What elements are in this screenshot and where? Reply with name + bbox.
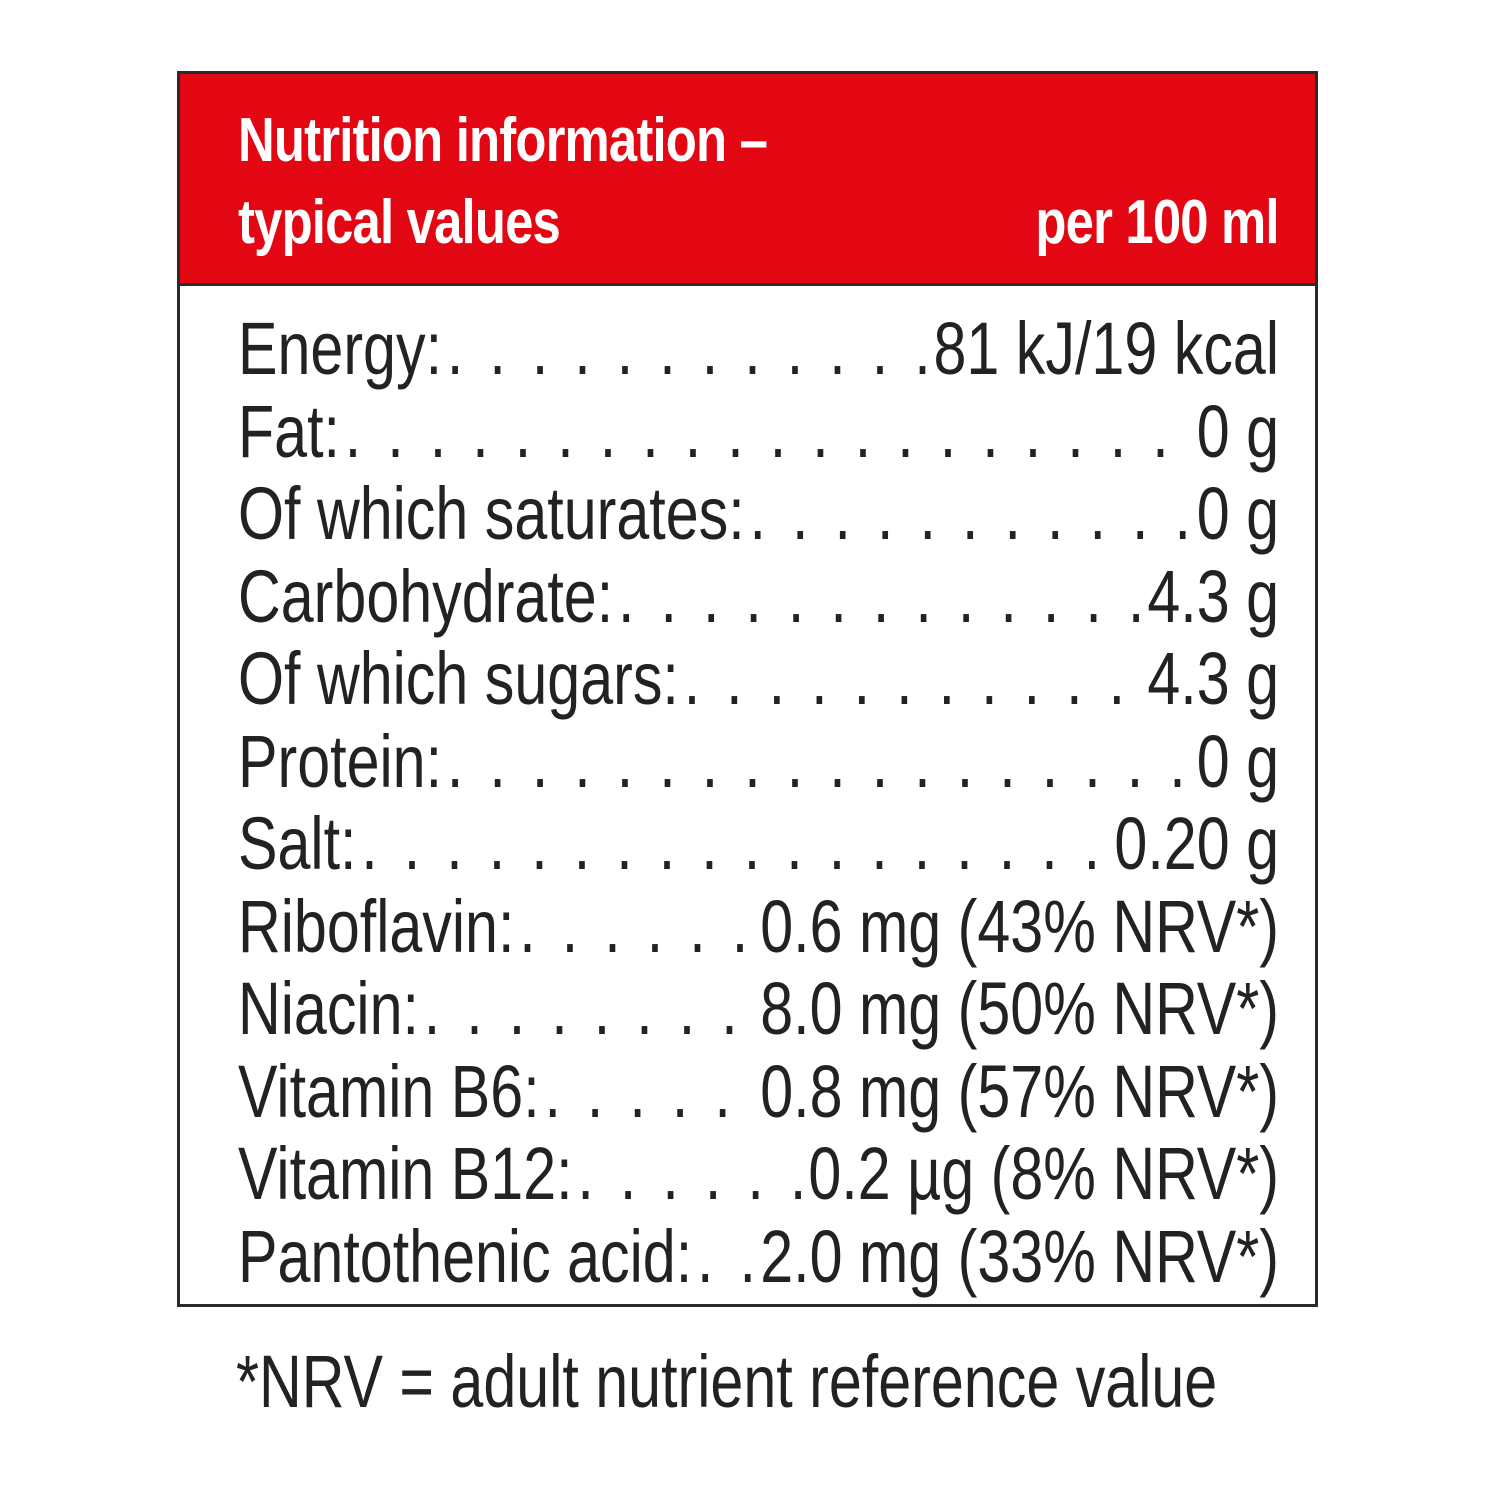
nutrient-value: 4.3 g xyxy=(1147,642,1279,720)
nutrient-value: 2.0 mg (33% NRV*) xyxy=(760,1219,1279,1298)
nutrient-row: Salt: 0.20 g xyxy=(238,807,1279,890)
nutrient-row: Fat: 0 g xyxy=(238,395,1279,478)
nutrient-row: Niacin: 8.0 mg (50% NRV*) xyxy=(238,972,1279,1055)
dot-leader xyxy=(340,395,1197,469)
dot-leader xyxy=(442,725,1197,799)
nutrient-row: Protein: 0 g xyxy=(238,725,1279,808)
dot-leader xyxy=(692,1220,760,1294)
nutrient-value: 0 g xyxy=(1196,477,1279,555)
nutrient-label: Protein: xyxy=(238,724,443,803)
nutrient-label: Of which saturates: xyxy=(238,477,745,555)
nutrient-row: Vitamin B6: 0.8 mg (57% NRV*) xyxy=(238,1055,1279,1138)
nutrient-row: Carbohydrate: 4.3 g xyxy=(238,560,1279,643)
nutrient-label: Vitamin B12: xyxy=(238,1137,573,1215)
nutrition-table: Nutrition information – typical values p… xyxy=(177,71,1318,1307)
header-per-label: per 100 ml xyxy=(1035,188,1280,257)
dot-leader xyxy=(356,807,1114,881)
dot-leader xyxy=(679,642,1147,716)
header-title-line1: Nutrition information – xyxy=(238,106,768,175)
header-title-line2: typical values xyxy=(238,188,561,257)
nutrient-row: Vitamin B12: 0.2 µg (8% NRV*) xyxy=(238,1137,1279,1220)
dot-leader xyxy=(573,1137,809,1211)
dot-leader xyxy=(745,477,1197,551)
nutrient-value: 0 g xyxy=(1196,394,1279,473)
nutrient-label: Vitamin B6: xyxy=(238,1054,540,1133)
nrv-footnote: *NRV = adult nutrient reference value xyxy=(236,1340,1218,1423)
nutrient-value: 0 g xyxy=(1196,724,1279,803)
nutrient-value: 0.20 g xyxy=(1114,807,1279,885)
nutrient-rows: Energy: 81 kJ/19 kcal Fat: 0 g Of which sa… xyxy=(238,312,1279,1302)
nutrient-value: 4.3 g xyxy=(1147,559,1279,638)
nutrient-value: 8.0 mg (50% NRV*) xyxy=(760,972,1279,1050)
nutrient-label: Salt: xyxy=(238,807,357,885)
nutrient-value: 0.8 mg (57% NRV*) xyxy=(760,1054,1279,1133)
nutrient-row: Of which sugars: 4.3 g xyxy=(238,642,1279,725)
nutrient-row: Energy: 81 kJ/19 kcal xyxy=(238,312,1279,395)
nutrient-value: 0.2 µg (8% NRV*) xyxy=(808,1137,1279,1215)
dot-leader xyxy=(442,312,933,386)
nutrient-row: Riboflavin: 0.6 mg (43% NRV*) xyxy=(238,890,1279,973)
nutrient-label: Carbohydrate: xyxy=(238,559,614,638)
nutrient-row: Of which saturates: 0 g xyxy=(238,477,1279,560)
nutrient-label: Of which sugars: xyxy=(238,642,679,720)
nutrient-label: Niacin: xyxy=(238,972,419,1050)
dot-leader xyxy=(613,560,1147,634)
table-header: Nutrition information – typical values p… xyxy=(180,74,1315,286)
dot-leader xyxy=(419,972,760,1046)
dot-leader xyxy=(540,1055,761,1129)
nutrient-label: Riboflavin: xyxy=(238,889,515,968)
nutrient-value: 81 kJ/19 kcal xyxy=(933,312,1279,390)
nutrient-label: Energy: xyxy=(238,312,443,390)
dot-leader xyxy=(514,890,760,964)
nutrient-row: Pantothenic acid: 2.0 mg (33% NRV*) xyxy=(238,1220,1279,1303)
nutrient-label: Pantothenic acid: xyxy=(238,1219,693,1298)
nutrient-label: Fat: xyxy=(238,394,340,473)
nutrient-value: 0.6 mg (43% NRV*) xyxy=(760,889,1279,968)
